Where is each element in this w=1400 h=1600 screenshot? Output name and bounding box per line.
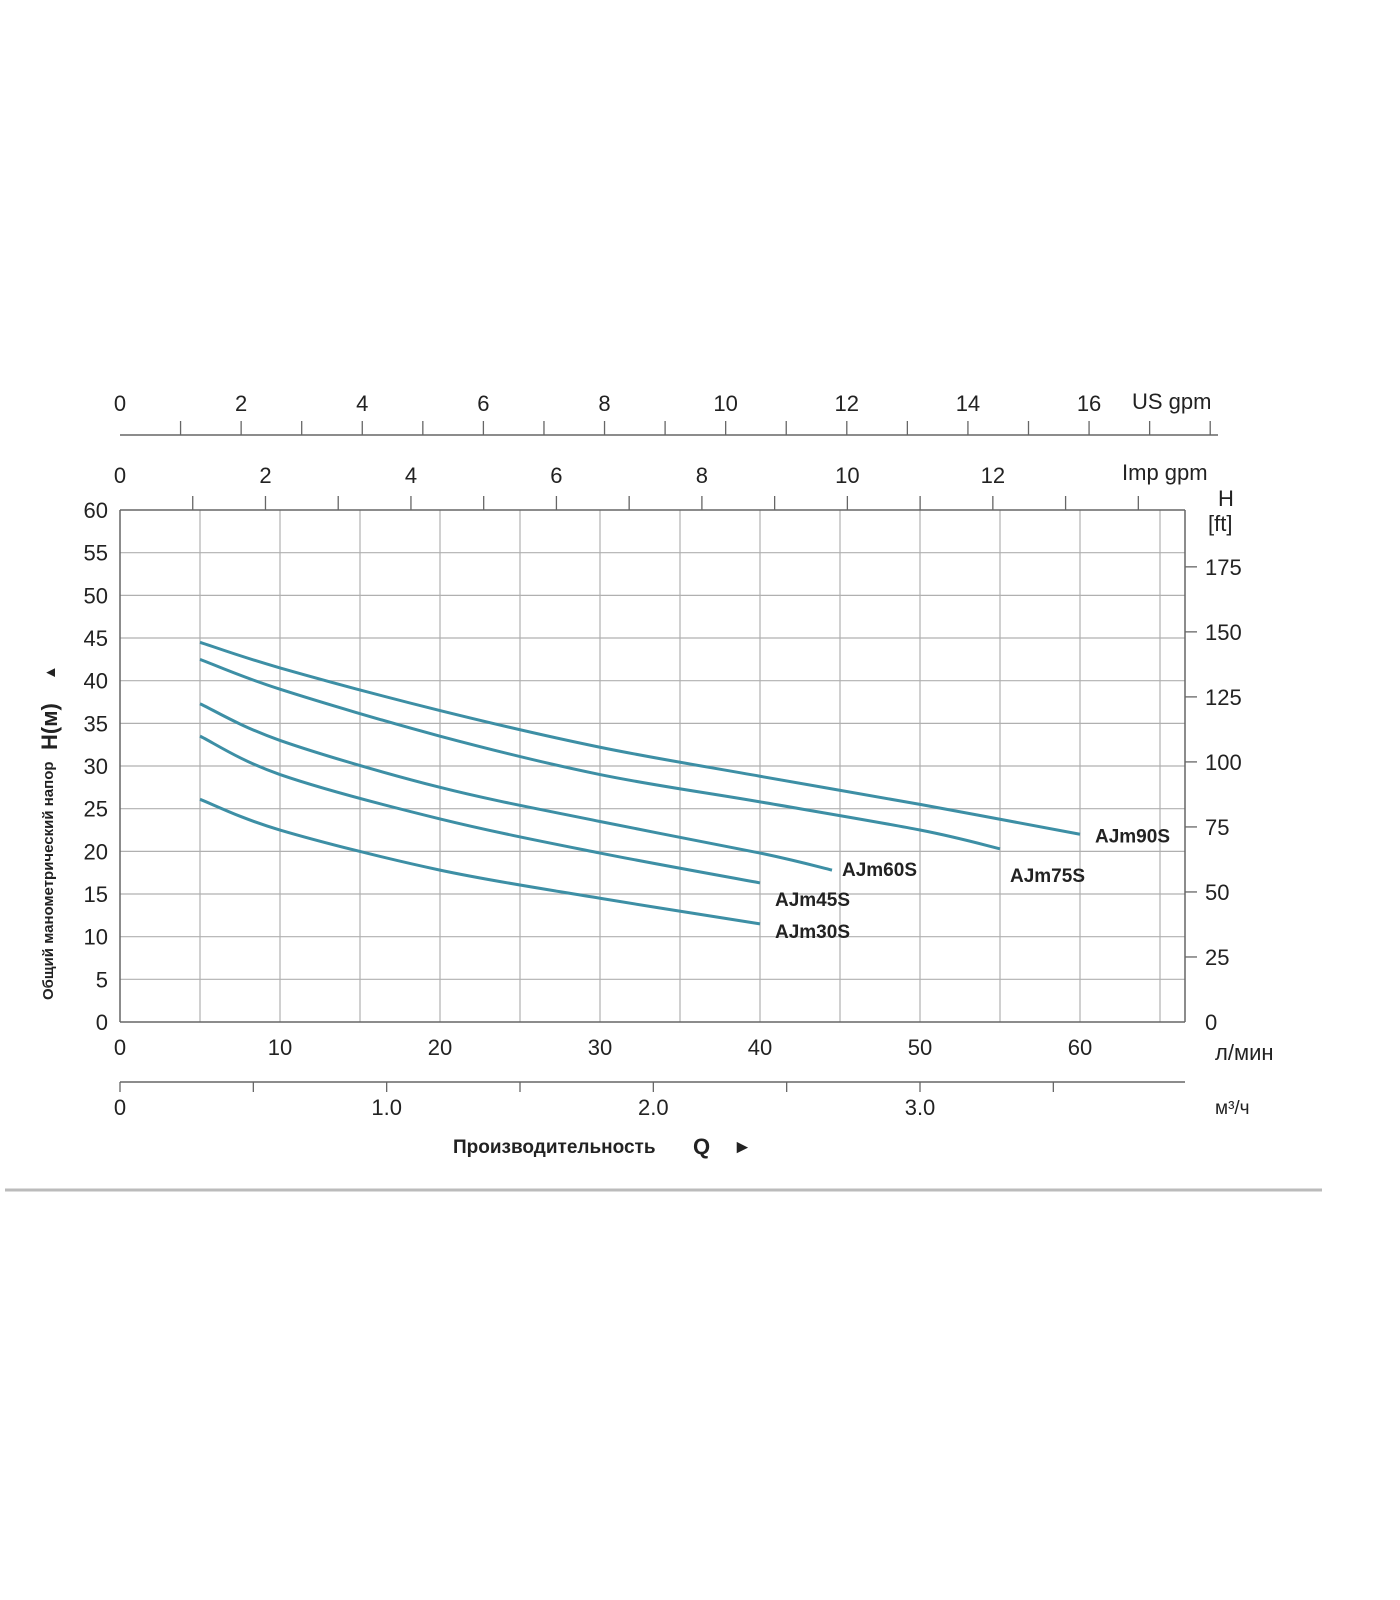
y-tick-label: 5 [96, 967, 108, 992]
us-gpm-unit: US gpm [1132, 389, 1211, 414]
m3h-tick-label: 1.0 [371, 1095, 402, 1120]
right-axis-tick-label: 100 [1205, 750, 1242, 775]
imp-gpm-tick-label: 8 [696, 463, 708, 488]
m3h-tick-label: 2.0 [638, 1095, 669, 1120]
us-gpm-tick-label: 10 [713, 391, 737, 416]
us-gpm-tick-label: 12 [835, 391, 859, 416]
m3h-unit: м³/ч [1215, 1098, 1250, 1119]
y-tick-label: 60 [84, 498, 108, 523]
x-axis-symbol: Q [693, 1134, 710, 1159]
us-gpm-tick-label: 14 [956, 391, 980, 416]
curve-label-ajm60s: AJm60S [842, 860, 917, 881]
y-axis-title: Общий манометрический напор H(м) ▲ [37, 665, 62, 1000]
us-gpm-tick-label: 16 [1077, 391, 1101, 416]
x-tick-label: 30 [588, 1035, 612, 1060]
m3h-tick-label: 0 [114, 1095, 126, 1120]
y-tick-label: 0 [96, 1010, 108, 1035]
y-tick-label: 55 [84, 541, 108, 566]
curve-ajm75s [199, 657, 1001, 851]
x-axis-arrow: ► [733, 1137, 752, 1158]
x-tick-label: 20 [428, 1035, 452, 1060]
us-gpm-tick-label: 0 [114, 391, 126, 416]
us-gpm-tick-label: 8 [598, 391, 610, 416]
m3h-tick-label: 3.0 [905, 1095, 936, 1120]
imp-gpm-tick-label: 6 [550, 463, 562, 488]
y-tick-label: 20 [84, 839, 108, 864]
right-axis-tick-label: 150 [1205, 620, 1242, 645]
curve-ajm60s [199, 702, 833, 872]
curve-label-ajm30s: AJm30S [775, 922, 850, 943]
imp-gpm-tick-label: 12 [981, 463, 1005, 488]
x-tick-label: 60 [1068, 1035, 1092, 1060]
right-axis-tick-label: 125 [1205, 685, 1242, 710]
x-tick-label: 50 [908, 1035, 932, 1060]
axis-ticks: 0510152025303540455055600255075100125150… [84, 391, 1242, 1120]
y-axis-title-symbol: H(м) [37, 703, 62, 750]
right-axis-tick-label: 50 [1205, 880, 1229, 905]
curve-ajm90s [199, 640, 1081, 836]
imp-gpm-tick-label: 10 [835, 463, 859, 488]
plot-grid [120, 510, 1185, 1022]
right-axis-tick-label: 175 [1205, 555, 1242, 580]
x-tick-label: 40 [748, 1035, 772, 1060]
y-tick-label: 40 [84, 669, 108, 694]
plot-frame [119, 509, 1186, 1023]
y-axis-title-arrow: ▲ [42, 665, 59, 680]
curve-label-ajm75s: AJm75S [1010, 866, 1085, 887]
imp-gpm-tick-label: 0 [114, 463, 126, 488]
x-axis-title: Производительность [453, 1137, 656, 1158]
imp-gpm-unit: Imp gpm [1122, 460, 1208, 485]
y-axis-title-text: Общий манометрический напор [40, 761, 57, 1000]
curve-ajm45s [199, 734, 761, 885]
right-axis-tick-label: 25 [1205, 945, 1229, 970]
x-tick-label: 10 [268, 1035, 292, 1060]
lpm-unit: л/мин [1215, 1040, 1274, 1065]
us-gpm-tick-label: 6 [477, 391, 489, 416]
curve-ajm30s [199, 797, 761, 926]
right-axis-unit-h: H [1218, 486, 1234, 511]
imp-gpm-tick-label: 2 [259, 463, 271, 488]
y-tick-label: 15 [84, 882, 108, 907]
x-tick-label: 0 [114, 1035, 126, 1060]
y-tick-label: 35 [84, 711, 108, 736]
curve-label-ajm45s: AJm45S [775, 890, 850, 911]
imp-gpm-tick-label: 4 [405, 463, 417, 488]
performance-curves [199, 640, 1081, 926]
us-gpm-tick-label: 2 [235, 391, 247, 416]
y-tick-label: 25 [84, 797, 108, 822]
curve-labels: AJm90S AJm75S AJm60S AJm45S AJm30S [775, 826, 1170, 943]
us-gpm-tick-label: 4 [356, 391, 368, 416]
curve-label-ajm90s: AJm90S [1095, 826, 1170, 847]
y-tick-label: 50 [84, 583, 108, 608]
y-tick-label: 30 [84, 754, 108, 779]
right-axis-tick-label: 75 [1205, 815, 1229, 840]
right-axis-tick-label: 0 [1205, 1010, 1217, 1035]
y-tick-label: 45 [84, 626, 108, 651]
right-axis-unit-ft: [ft] [1208, 511, 1232, 536]
y-tick-label: 10 [84, 925, 108, 950]
